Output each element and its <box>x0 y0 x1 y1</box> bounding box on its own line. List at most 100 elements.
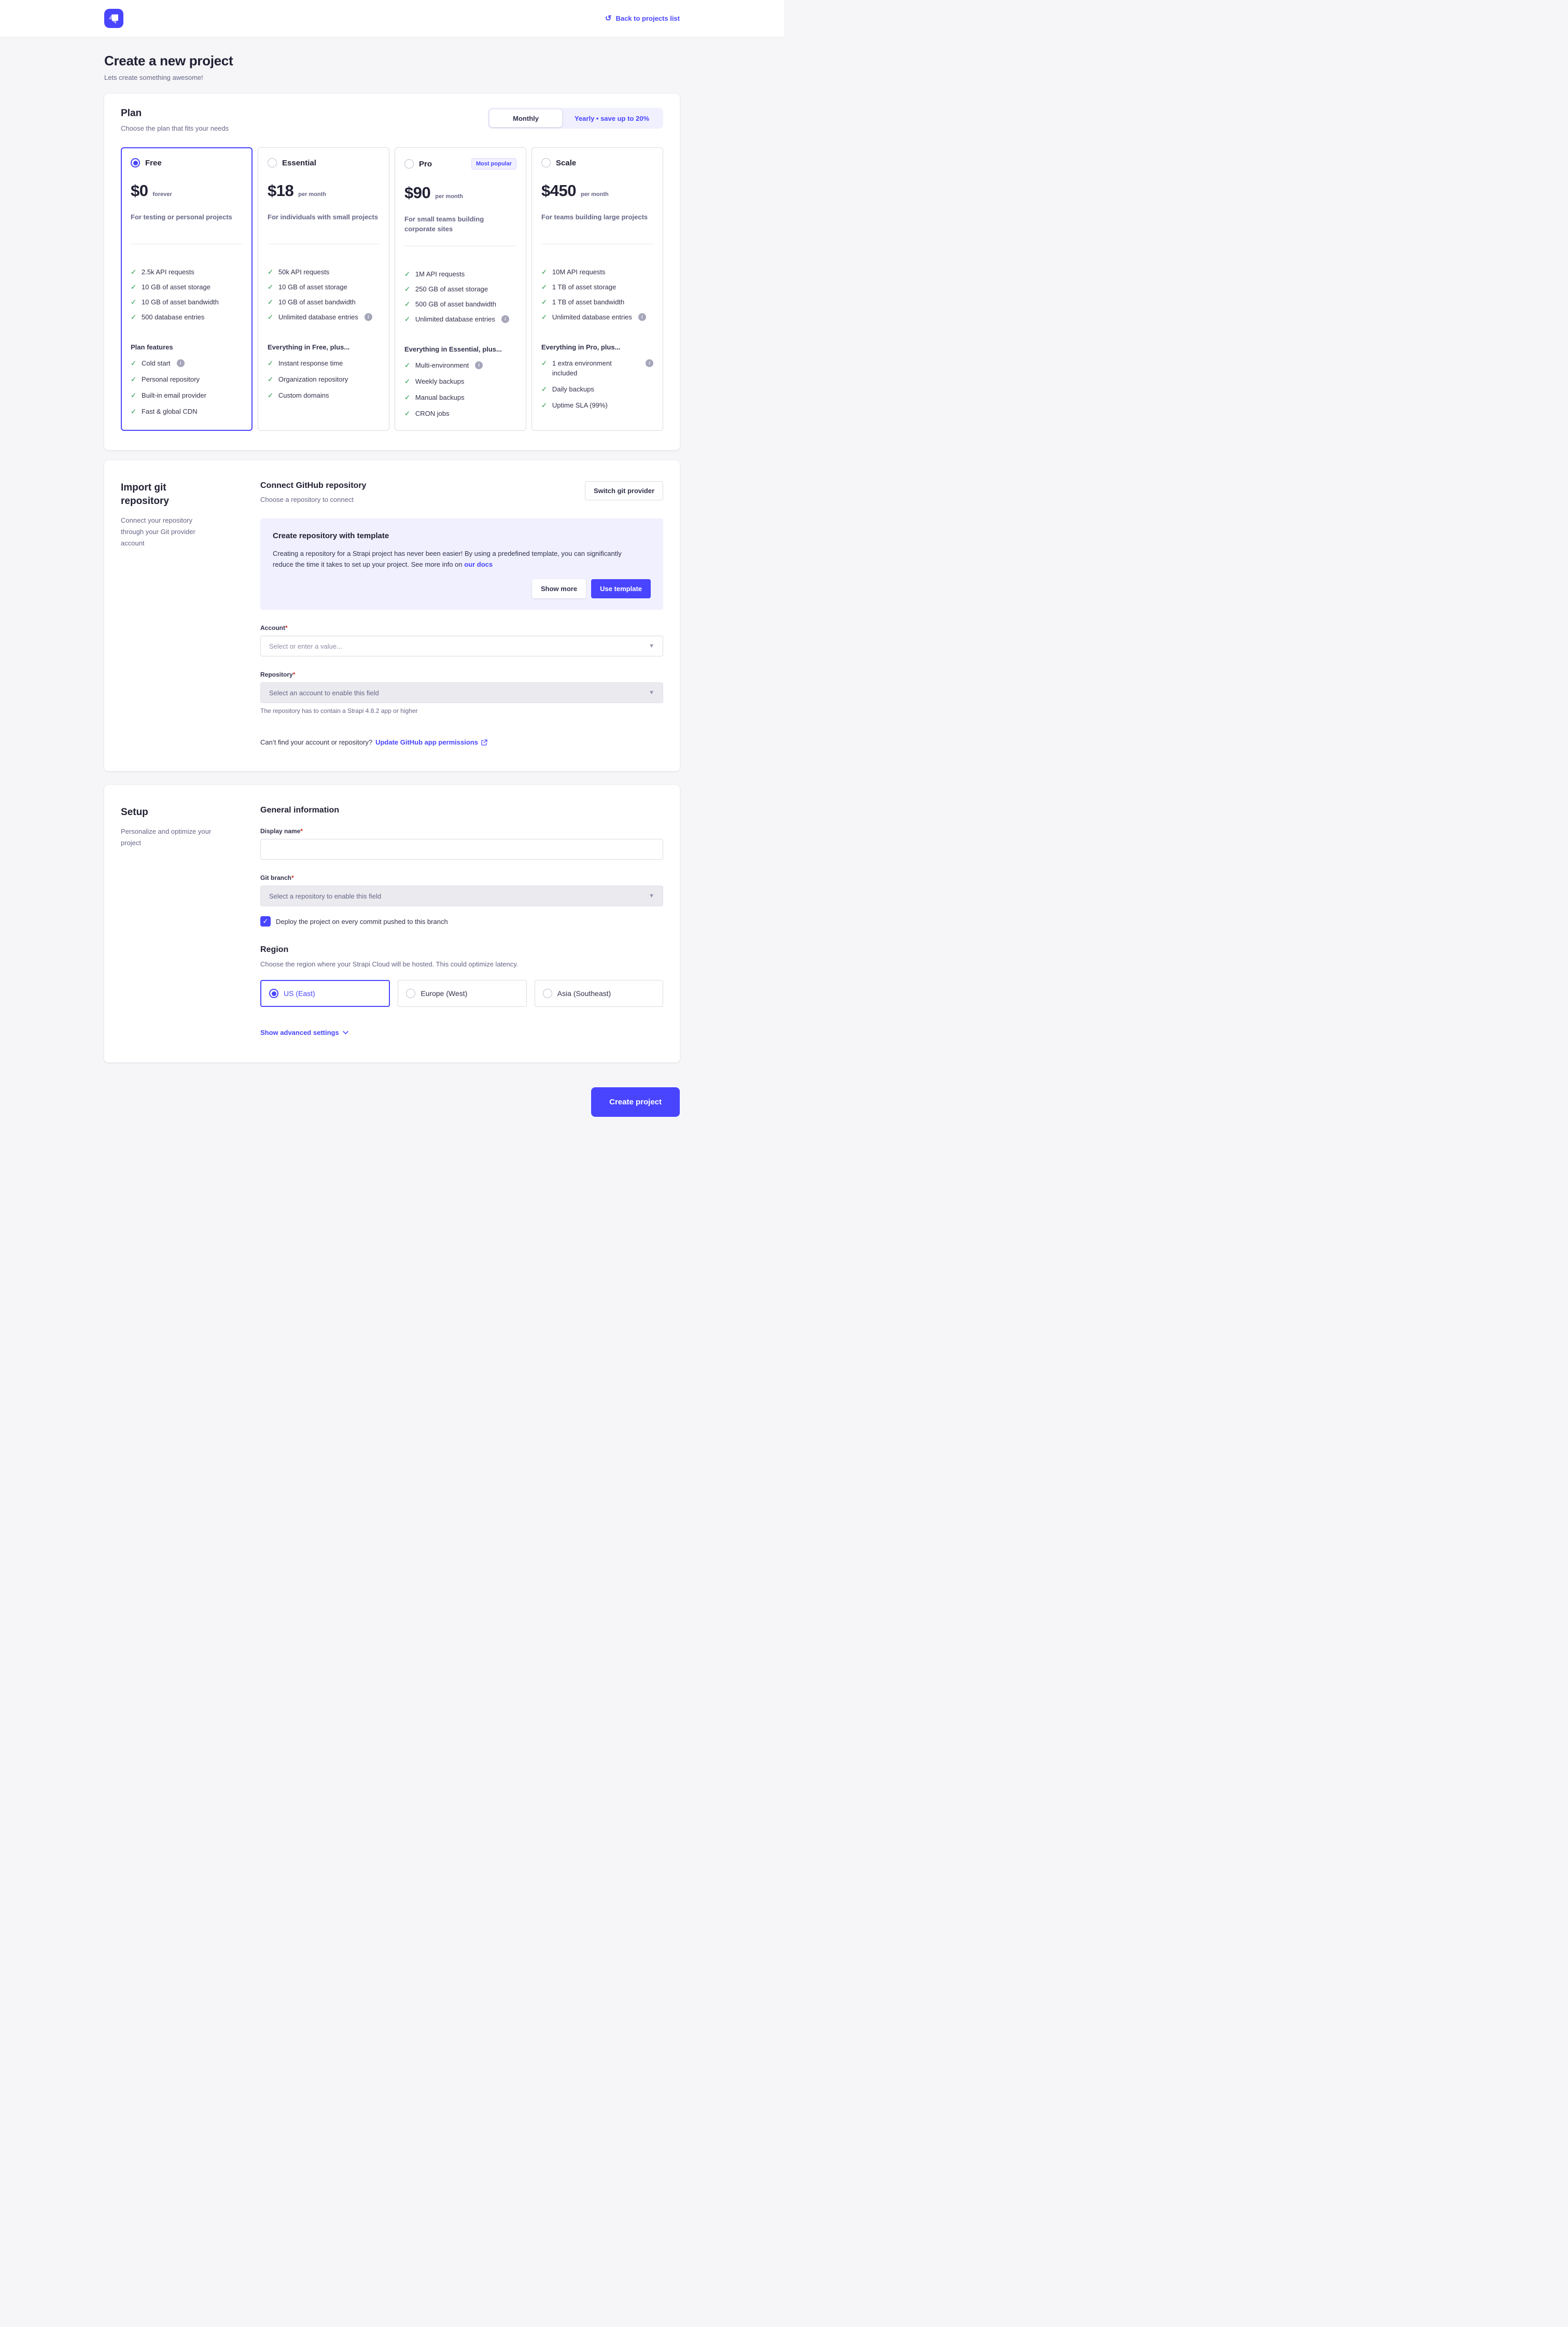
back-to-projects-link[interactable]: ↺ Back to projects list <box>605 15 680 22</box>
check-icon: ✓ <box>404 300 410 308</box>
show-advanced-settings-link[interactable]: Show advanced settings <box>260 1029 348 1036</box>
repository-field-label: Repository* <box>260 671 296 678</box>
account-select[interactable]: Select or enter a value... ▼ <box>260 636 663 656</box>
plan-feature: ✓ Personal repository <box>131 375 200 383</box>
plan-feature: ✓ Unlimited database entries i <box>541 312 653 322</box>
page-title: Create a new project <box>104 53 233 68</box>
check-icon: ✓ <box>131 375 136 383</box>
plan-radio-pro[interactable] <box>404 159 414 169</box>
plan-feature: ✓ 500 database entries <box>131 313 205 321</box>
region-title: Region <box>260 945 289 954</box>
plan-name: Scale <box>556 158 577 167</box>
top-bar: ↺ Back to projects list <box>0 0 784 37</box>
display-name-input[interactable] <box>260 839 663 860</box>
check-icon: ✓ <box>268 313 273 321</box>
git-branch-select: Select a repository to enable this field… <box>260 886 663 906</box>
plan-card-pro[interactable]: Pro Most popular $90 per month For small… <box>395 147 526 431</box>
plan-radio-free[interactable] <box>131 158 140 167</box>
plan-feature: ✓ 500 GB of asset bandwidth <box>404 300 497 308</box>
check-icon: ✓ <box>404 394 410 401</box>
plan-description: For individuals with small projects <box>268 213 379 221</box>
plan-feature: ✓ 50k API requests <box>268 268 330 276</box>
repository-select: Select an account to enable this field ▼ <box>260 682 663 703</box>
update-permissions-link[interactable]: Update GitHub app permissions <box>375 738 487 746</box>
plan-price: $0 <box>131 181 148 200</box>
info-icon[interactable]: i <box>176 359 185 367</box>
check-icon: ✓ <box>131 408 136 415</box>
region-option-us-east[interactable]: US (East) <box>260 980 390 1007</box>
check-icon: ✓ <box>131 391 136 399</box>
plan-feature: ✓ 10 GB of asset bandwidth <box>131 298 219 306</box>
plan-feature: ✓ Unlimited database entries i <box>404 314 516 324</box>
plan-feature: ✓ 1 extra environment included i <box>541 358 653 378</box>
check-icon: ✓ <box>541 359 547 367</box>
check-icon: ✓ <box>404 285 410 293</box>
plan-extra-title: Everything in Free, plus... <box>268 343 350 351</box>
repository-select-placeholder: Select an account to enable this field <box>269 689 379 697</box>
region-subtitle: Choose the region where your Strapi Clou… <box>260 960 519 968</box>
toggle-monthly[interactable]: Monthly <box>489 109 562 127</box>
region-option-europe-west[interactable]: Europe (West) <box>398 980 527 1007</box>
region-radio-europe-west[interactable] <box>406 989 416 998</box>
plan-extra-title: Everything in Pro, plus... <box>541 343 621 351</box>
deploy-on-commit-label: Deploy the project on every commit pushe… <box>276 917 448 926</box>
plan-feature: ✓ 1M API requests <box>404 270 465 278</box>
region-option-asia-southeast[interactable]: Asia (Southeast) <box>534 980 663 1007</box>
check-icon: ✓ <box>404 315 410 323</box>
strapi-logo-icon <box>104 9 123 28</box>
git-branch-placeholder: Select a repository to enable this field <box>269 892 382 900</box>
use-template-button[interactable]: Use template <box>591 579 651 598</box>
deploy-on-commit-checkbox[interactable]: ✓ <box>260 916 271 927</box>
plan-description: For teams building large projects <box>541 213 648 221</box>
plan-feature: ✓ Uptime SLA (99%) <box>541 401 608 409</box>
permissions-row: Can’t find your account or repository? U… <box>260 738 663 746</box>
chevron-down-icon <box>342 1031 348 1034</box>
plan-feature: ✓ 1 TB of asset bandwidth <box>541 298 625 306</box>
import-git-section: Import git repository Connect your repos… <box>104 460 680 771</box>
plan-feature: ✓ 10M API requests <box>541 268 606 276</box>
billing-period-toggle: Monthly Yearly • save up to 20% <box>488 108 663 129</box>
plan-description: For small teams building corporate sites <box>404 215 484 233</box>
import-section-title: Import git repository <box>121 482 169 507</box>
plan-feature: ✓ 10 GB of asset storage <box>131 283 211 291</box>
general-information-title: General information <box>260 806 340 815</box>
plan-card-scale[interactable]: Scale $450 per month For teams building … <box>531 147 663 431</box>
plan-description: For testing or personal projects <box>131 213 232 221</box>
most-popular-badge: Most popular <box>471 158 516 170</box>
plan-radio-essential[interactable] <box>268 158 277 167</box>
plan-feature: ✓ Daily backups <box>541 385 594 393</box>
plan-radio-scale[interactable] <box>541 158 551 167</box>
region-radio-us-east[interactable] <box>269 989 278 998</box>
plan-feature: ✓ Fast & global CDN <box>131 408 198 415</box>
check-icon: ✓ <box>541 385 547 393</box>
plan-price: $18 <box>268 181 294 200</box>
plan-feature: ✓ 10 GB of asset storage <box>268 283 347 291</box>
info-icon[interactable]: i <box>364 313 372 321</box>
create-project-button[interactable]: Create project <box>591 1087 680 1117</box>
chevron-down-icon: ▼ <box>649 643 654 649</box>
info-icon[interactable]: i <box>475 361 483 369</box>
our-docs-link[interactable]: our docs <box>464 560 493 568</box>
check-icon: ✓ <box>541 313 547 321</box>
info-icon[interactable]: i <box>638 313 646 321</box>
connect-github-subtitle: Choose a repository to connect <box>260 496 354 503</box>
plan-feature: ✓ Custom domains <box>268 391 329 399</box>
page-subtitle: Lets create something awesome! <box>104 74 203 81</box>
plan-feature: ✓ Instant response time <box>268 359 343 367</box>
info-icon[interactable]: i <box>646 359 653 367</box>
plan-card-free[interactable]: Free $0 forever For testing or personal … <box>121 147 253 431</box>
plan-name: Essential <box>282 158 316 167</box>
check-icon: ✓ <box>131 313 136 321</box>
check-icon: ✓ <box>131 359 136 367</box>
toggle-yearly[interactable]: Yearly • save up to 20% <box>574 114 649 122</box>
setup-section-subtitle: Personalize and optimize your project <box>121 828 212 847</box>
check-icon: ✓ <box>262 917 269 925</box>
check-icon: ✓ <box>268 391 273 399</box>
region-radio-asia-southeast[interactable] <box>542 989 552 998</box>
plan-card-essential[interactable]: Essential $18 per month For individuals … <box>258 147 389 431</box>
check-icon: ✓ <box>268 298 273 306</box>
show-more-button[interactable]: Show more <box>532 579 586 598</box>
git-branch-label: Git branch* <box>260 874 294 881</box>
switch-git-provider-button[interactable]: Switch git provider <box>584 481 663 500</box>
info-icon[interactable]: i <box>501 315 509 323</box>
